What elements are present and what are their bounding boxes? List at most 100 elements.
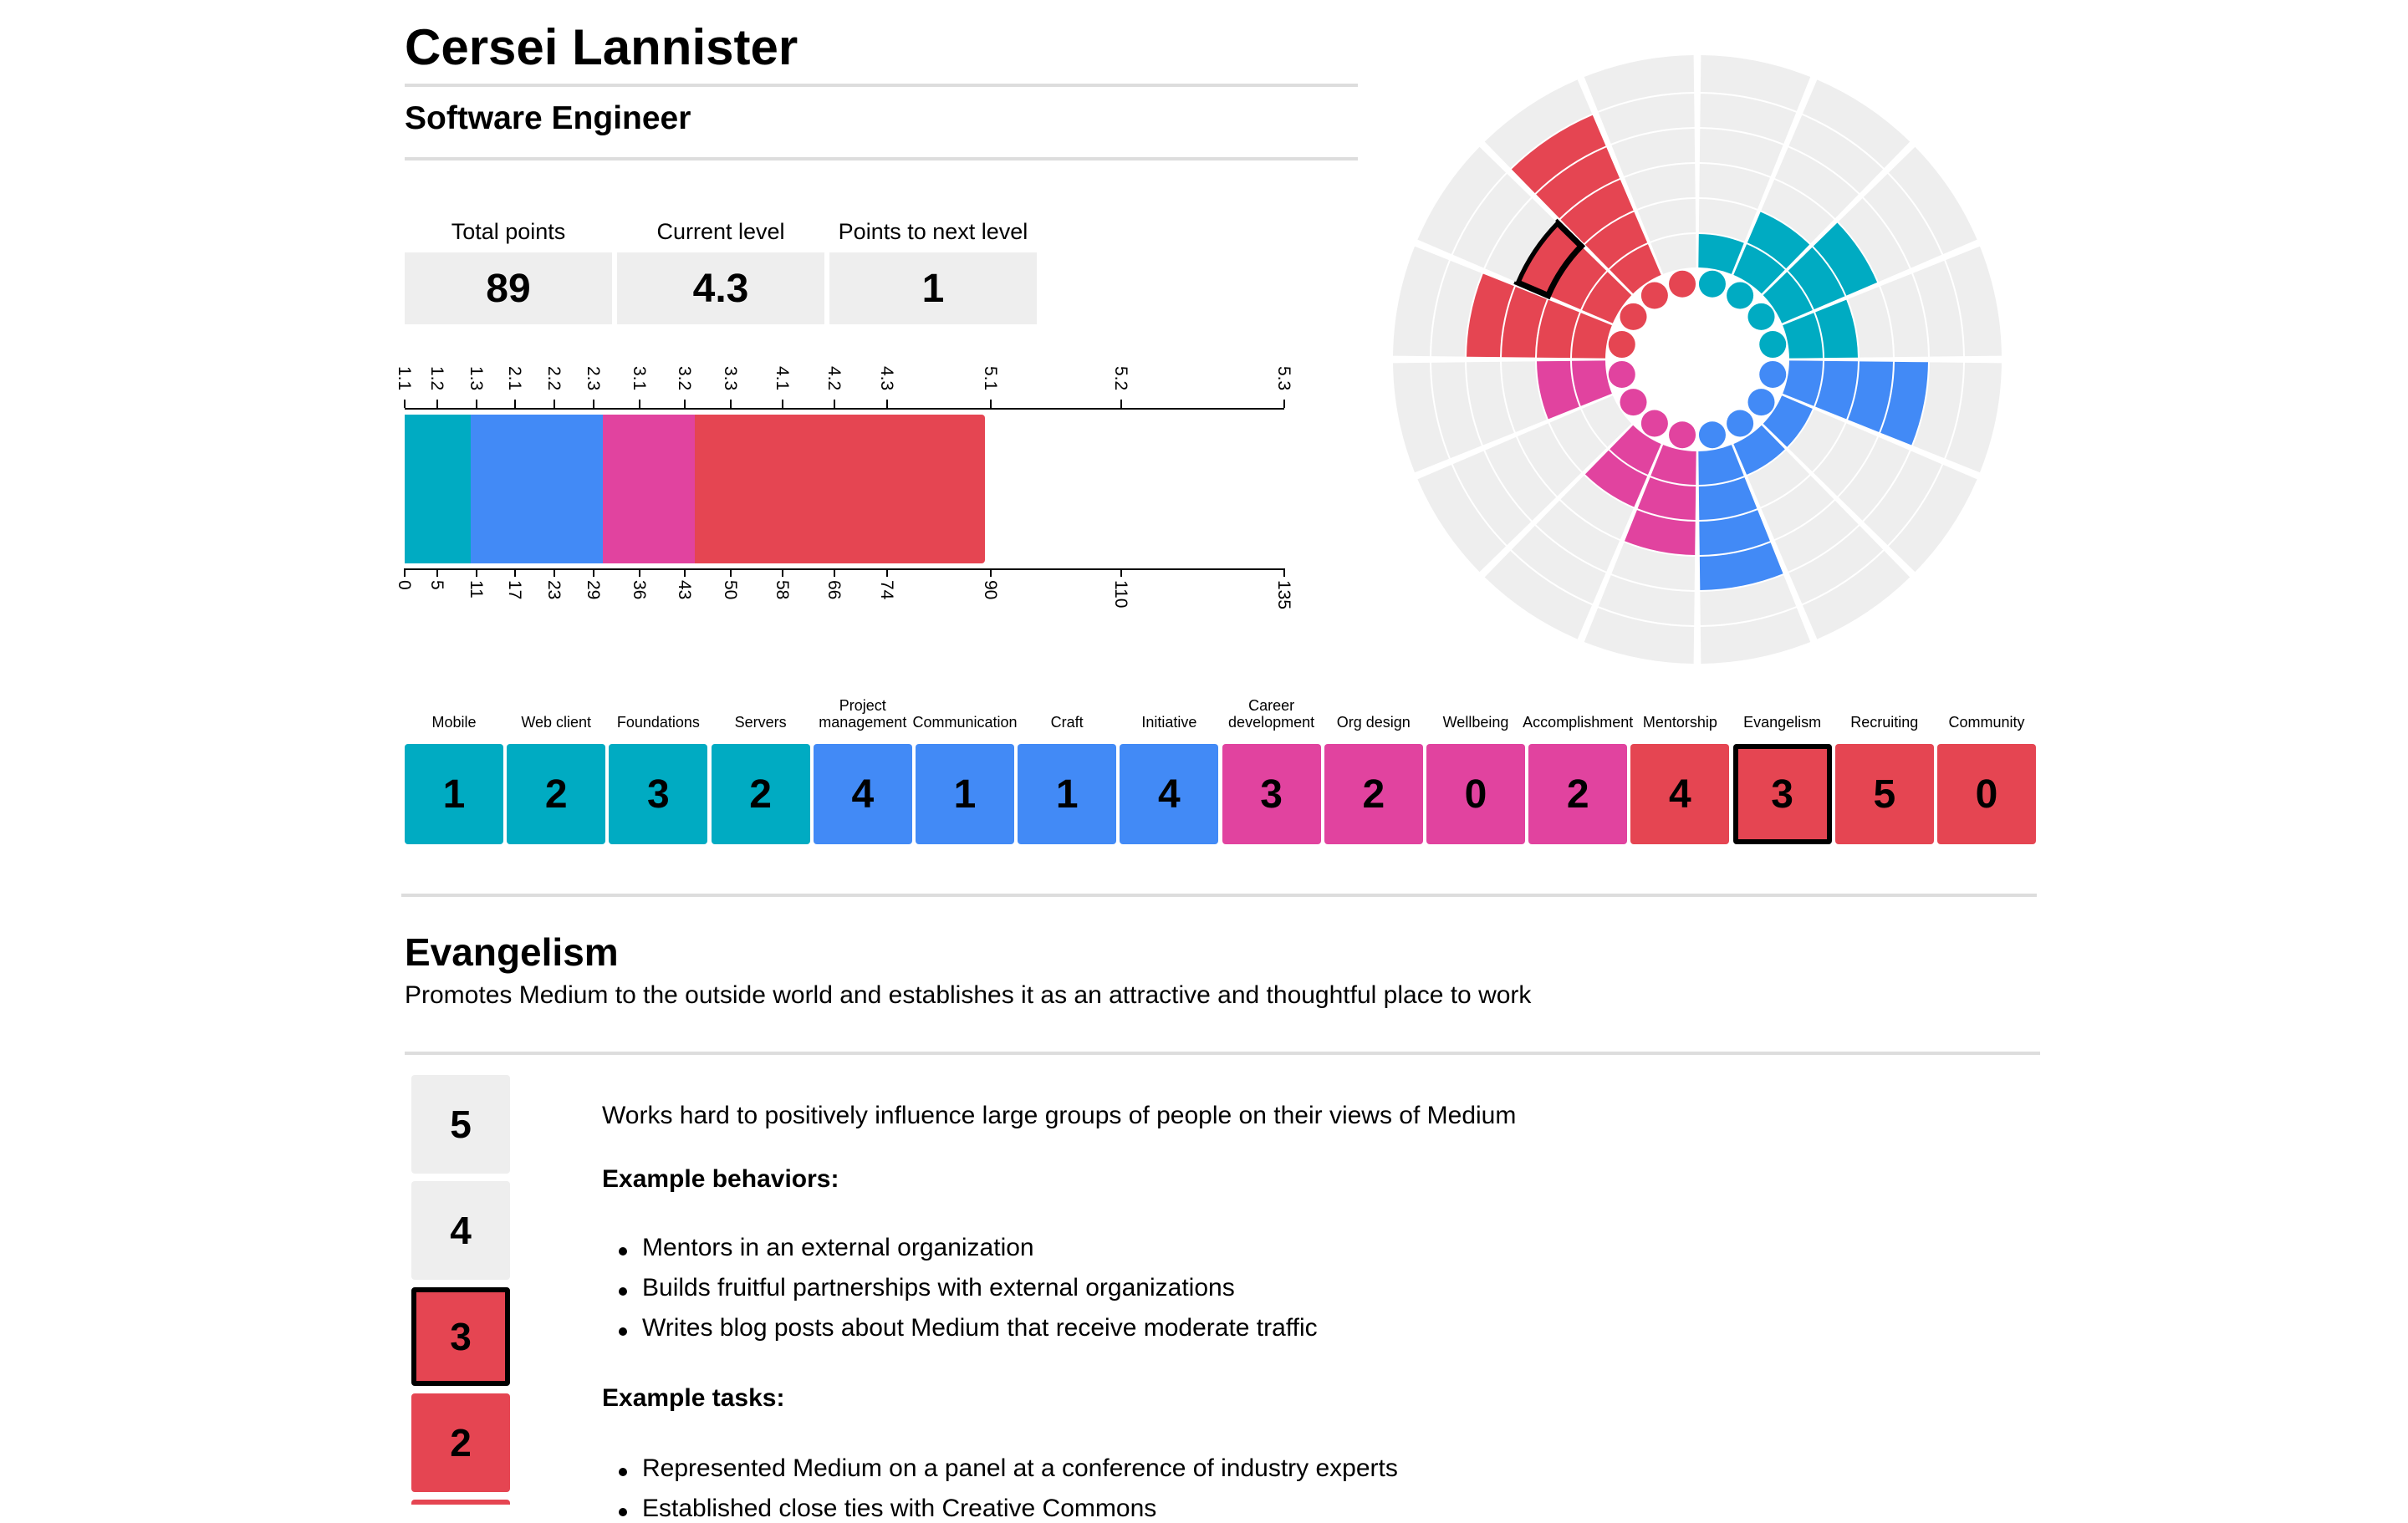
- radial-level-cell[interactable]: [1815, 299, 1858, 359]
- radial-track-dot[interactable]: [1640, 282, 1668, 309]
- radial-level-cell[interactable]: [1502, 287, 1547, 358]
- radial-track-dot[interactable]: [1698, 421, 1726, 449]
- radial-level-cell[interactable]: [1584, 608, 1695, 664]
- level-button[interactable]: 4: [411, 1181, 510, 1280]
- radial-level-cell[interactable]: [1698, 477, 1758, 520]
- radial-level-cell[interactable]: [1598, 575, 1695, 625]
- track-level-button[interactable]: 2: [1324, 744, 1423, 844]
- radial-level-cell[interactable]: [1848, 361, 1893, 432]
- radial-level-cell[interactable]: [1572, 360, 1612, 406]
- radial-track-dot[interactable]: [1608, 360, 1635, 388]
- radial-level-cell[interactable]: [1572, 313, 1612, 359]
- radial-level-cell[interactable]: [1584, 450, 1648, 507]
- radial-level-cell[interactable]: [1611, 542, 1696, 590]
- track-level-button[interactable]: 3: [1222, 744, 1321, 844]
- engineer-name[interactable]: Cersei Lannister: [405, 19, 798, 75]
- radial-level-cell[interactable]: [1888, 464, 1977, 573]
- radial-level-cell[interactable]: [1802, 79, 1911, 169]
- radial-level-cell[interactable]: [1788, 525, 1884, 604]
- radial-level-cell[interactable]: [1761, 475, 1834, 540]
- radial-level-cell[interactable]: [1838, 198, 1910, 283]
- radial-level-cell[interactable]: [1431, 260, 1482, 357]
- track-level-button[interactable]: 0: [1426, 744, 1525, 844]
- radial-level-cell[interactable]: [1536, 500, 1620, 572]
- radial-level-cell[interactable]: [1511, 115, 1606, 194]
- radial-level-cell[interactable]: [1838, 436, 1910, 521]
- radial-level-cell[interactable]: [1611, 129, 1696, 176]
- radial-level-cell[interactable]: [1537, 360, 1579, 420]
- radial-level-cell[interactable]: [1485, 198, 1557, 283]
- radial-level-cell[interactable]: [1610, 425, 1661, 475]
- level-button[interactable]: 5: [411, 1075, 510, 1174]
- level-button[interactable]: 3: [411, 1287, 510, 1386]
- radial-level-cell[interactable]: [1788, 247, 1845, 310]
- radial-level-cell[interactable]: [1813, 423, 1878, 497]
- track-level-button[interactable]: 3: [609, 744, 708, 844]
- radial-level-cell[interactable]: [1700, 608, 1811, 664]
- radial-track-dot[interactable]: [1640, 410, 1668, 437]
- radial-track-dot[interactable]: [1669, 270, 1696, 298]
- radial-level-cell[interactable]: [1485, 436, 1557, 521]
- radial-level-cell[interactable]: [1584, 211, 1648, 269]
- radial-level-cell[interactable]: [1393, 362, 1449, 473]
- radial-level-cell[interactable]: [1598, 94, 1695, 144]
- radial-track-dot[interactable]: [1620, 303, 1647, 330]
- radial-level-cell[interactable]: [1699, 542, 1783, 590]
- radial-level-cell[interactable]: [1484, 550, 1593, 639]
- radial-level-cell[interactable]: [1452, 173, 1532, 268]
- radial-level-cell[interactable]: [1761, 179, 1834, 244]
- radial-level-cell[interactable]: [1537, 299, 1579, 359]
- radial-level-cell[interactable]: [1698, 234, 1744, 274]
- radial-track-dot[interactable]: [1747, 389, 1775, 416]
- radial-level-cell[interactable]: [1517, 222, 1582, 296]
- radial-track-dot[interactable]: [1698, 270, 1726, 298]
- radial-track-dot[interactable]: [1759, 331, 1787, 359]
- radial-track-dot[interactable]: [1727, 410, 1754, 437]
- track-level-button[interactable]: 1: [916, 744, 1014, 844]
- radial-level-cell[interactable]: [1698, 445, 1744, 485]
- radial-level-cell[interactable]: [1637, 477, 1696, 520]
- radial-level-cell[interactable]: [1417, 464, 1507, 573]
- radial-level-cell[interactable]: [1763, 395, 1813, 447]
- radial-level-cell[interactable]: [1650, 445, 1696, 485]
- radial-level-cell[interactable]: [1431, 362, 1482, 459]
- radial-level-cell[interactable]: [1788, 115, 1884, 194]
- track-level-button[interactable]: 5: [1834, 744, 1934, 844]
- track-level-button[interactable]: 1: [1018, 744, 1117, 844]
- radial-level-cell[interactable]: [1913, 260, 1963, 357]
- radial-track-dot[interactable]: [1747, 303, 1775, 330]
- radial-level-cell[interactable]: [1637, 199, 1696, 242]
- radial-level-cell[interactable]: [1880, 273, 1928, 358]
- radial-level-cell[interactable]: [1699, 164, 1770, 209]
- radial-level-cell[interactable]: [1815, 360, 1858, 420]
- radial-level-cell[interactable]: [1511, 525, 1606, 604]
- radial-level-cell[interactable]: [1802, 550, 1911, 639]
- radial-level-cell[interactable]: [1625, 510, 1696, 555]
- track-level-button[interactable]: 2: [711, 744, 810, 844]
- radial-level-cell[interactable]: [1863, 173, 1942, 268]
- radial-level-cell[interactable]: [1733, 244, 1785, 294]
- radial-level-cell[interactable]: [1393, 246, 1449, 357]
- radial-level-cell[interactable]: [1946, 246, 2002, 357]
- radial-level-cell[interactable]: [1582, 395, 1632, 447]
- radial-track-dot[interactable]: [1669, 421, 1696, 449]
- track-level-button[interactable]: 4: [1120, 744, 1219, 844]
- level-button[interactable]: [411, 1500, 510, 1505]
- radial-level-cell[interactable]: [1946, 362, 2002, 473]
- radial-level-cell[interactable]: [1763, 272, 1813, 323]
- radial-level-cell[interactable]: [1863, 451, 1942, 546]
- track-level-button[interactable]: 1: [405, 744, 503, 844]
- track-level-button[interactable]: 3: [1732, 744, 1832, 844]
- track-level-button[interactable]: 2: [1528, 744, 1628, 844]
- track-level-button[interactable]: 4: [1630, 744, 1730, 844]
- radial-level-cell[interactable]: [1700, 575, 1797, 625]
- radial-level-cell[interactable]: [1788, 409, 1845, 472]
- radial-level-cell[interactable]: [1582, 272, 1632, 323]
- radial-level-cell[interactable]: [1467, 273, 1514, 358]
- radial-level-cell[interactable]: [1549, 247, 1607, 310]
- radial-level-cell[interactable]: [1699, 129, 1783, 176]
- track-level-button[interactable]: 2: [507, 744, 606, 844]
- radial-level-cell[interactable]: [1888, 146, 1977, 255]
- radial-level-cell[interactable]: [1698, 199, 1758, 242]
- radial-level-cell[interactable]: [1484, 79, 1593, 169]
